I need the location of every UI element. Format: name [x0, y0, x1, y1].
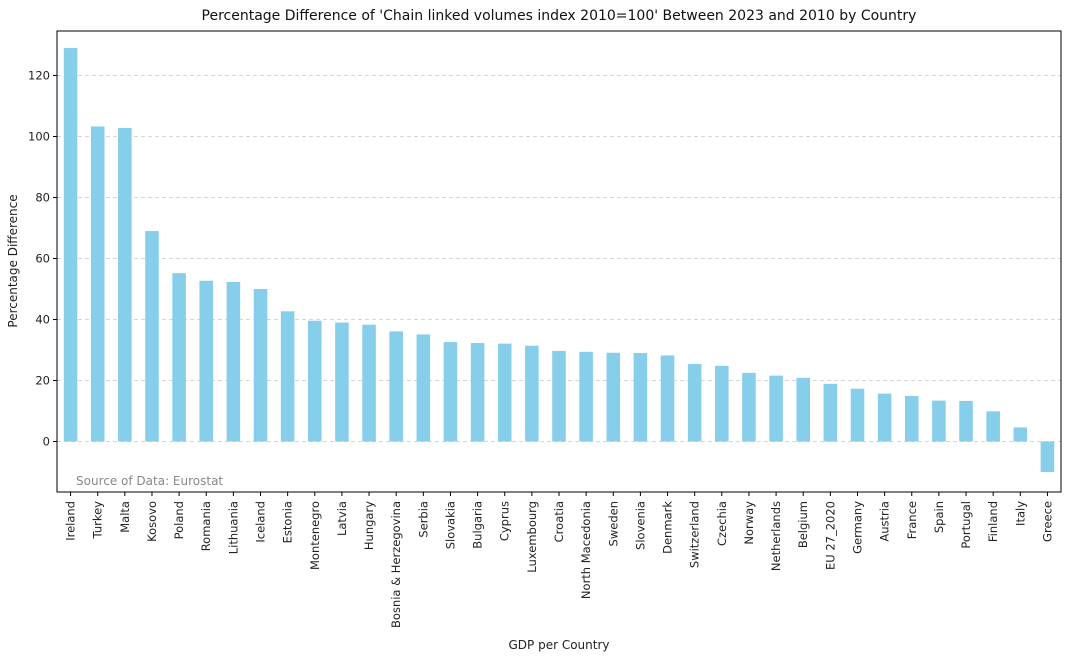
gridlines [57, 75, 1061, 442]
x-tick-label: Iceland [254, 501, 268, 543]
x-tick-label: Kosovo [145, 501, 159, 542]
bar [389, 331, 403, 442]
x-tick-label: Denmark [661, 501, 675, 554]
bar [606, 352, 621, 442]
bar [145, 231, 159, 442]
x-tick-label: Norway [742, 501, 756, 545]
source-annotation: Source of Data: Eurostat [76, 474, 223, 488]
x-tick-label: Latvia [335, 501, 349, 536]
x-tick-label: Slovenia [633, 501, 647, 550]
bar [715, 365, 729, 442]
x-tick-label: Greece [1040, 501, 1054, 542]
x-tick-label: Croatia [552, 501, 566, 542]
x-axis-label: GDP per Country [508, 638, 609, 652]
y-axis-ticks: 0 20 40 60 80 100 120 [28, 69, 57, 449]
bar [362, 324, 376, 442]
bar [769, 375, 783, 442]
bar [986, 411, 1000, 442]
chart-title: Percentage Difference of 'Chain linked v… [202, 8, 917, 24]
bar [525, 345, 539, 442]
x-tick-label: Finland [986, 501, 1000, 542]
bars [63, 48, 1055, 472]
x-axis-ticks: Ireland Turkey Malta Kosovo Poland Romania Lit… [64, 492, 1054, 628]
y-tick-label: 100 [28, 130, 50, 144]
x-tick-label: Estonia [281, 501, 295, 543]
bar [552, 350, 566, 442]
x-tick-label: Switzerland [688, 501, 702, 568]
x-tick-label: Belgium [796, 501, 810, 548]
y-tick-label: 40 [35, 313, 50, 327]
bar [633, 353, 648, 442]
x-tick-label: France [905, 501, 919, 539]
y-tick-label: 120 [28, 69, 50, 83]
y-tick-label: 80 [35, 191, 50, 205]
bar [660, 355, 675, 442]
x-tick-label: Romania [199, 501, 213, 551]
x-tick-label: EU 27_2020 [823, 501, 837, 570]
x-tick-label: Netherlands [769, 501, 783, 571]
bar [416, 334, 431, 442]
x-tick-label: Bosnia & Herzegovina [389, 501, 403, 628]
y-axis-label: Percentage Difference [6, 194, 20, 327]
bar [443, 342, 458, 442]
bar [823, 383, 838, 442]
x-tick-label: Sweden [606, 501, 620, 546]
bar [959, 400, 973, 442]
bar [199, 280, 214, 442]
x-tick-label: Poland [172, 501, 186, 539]
bar [280, 311, 295, 442]
bar [226, 281, 241, 442]
x-tick-label: Hungary [362, 501, 376, 550]
x-tick-label: Montenegro [308, 501, 322, 570]
bar [850, 388, 865, 442]
bar [118, 127, 132, 442]
bar [308, 320, 322, 442]
bar [63, 48, 78, 442]
x-tick-label: Turkey [91, 501, 105, 540]
bar [687, 364, 702, 442]
bar [470, 342, 485, 442]
bar [796, 377, 810, 442]
x-tick-label: Lithuania [226, 501, 240, 554]
bar [932, 400, 946, 442]
bar [335, 322, 349, 442]
x-tick-label: Luxembourg [525, 501, 539, 573]
bar [253, 289, 268, 442]
bar [1013, 427, 1028, 442]
x-tick-label: Malta [118, 501, 132, 533]
bar [172, 273, 186, 442]
bar [90, 126, 105, 442]
x-tick-label: Czechia [715, 501, 729, 546]
x-tick-label: North Macedonia [579, 501, 593, 599]
x-tick-label: Slovakia [443, 501, 457, 549]
x-tick-label: Germany [850, 501, 864, 554]
x-tick-label: Cyprus [498, 501, 512, 541]
y-tick-label: 20 [35, 374, 50, 388]
x-tick-label: Italy [1013, 501, 1027, 526]
y-tick-label: 0 [43, 435, 50, 449]
x-tick-label: Austria [878, 501, 892, 542]
bar [1040, 441, 1055, 472]
x-tick-label: Ireland [64, 501, 78, 541]
x-tick-label: Bulgaria [471, 501, 485, 549]
x-tick-label: Spain [932, 501, 946, 533]
y-tick-label: 60 [35, 252, 50, 266]
x-tick-label: Serbia [416, 501, 430, 538]
bar [877, 393, 892, 442]
bar [904, 396, 919, 442]
bar [497, 343, 512, 442]
x-tick-label: Portugal [959, 501, 973, 549]
bar [579, 351, 593, 442]
bar [742, 372, 756, 442]
